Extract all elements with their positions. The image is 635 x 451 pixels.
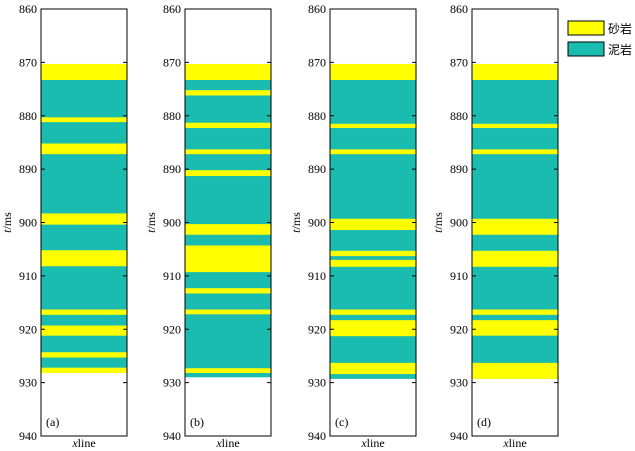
y-axis-title: t/ms bbox=[0, 212, 14, 233]
y-tick-label: 940 bbox=[19, 429, 37, 443]
y-tick-label: 920 bbox=[163, 322, 181, 336]
y-tick-label: 910 bbox=[308, 269, 326, 283]
sandstone-layer bbox=[472, 320, 558, 336]
panel-1: 860 870 880 890 900 910 920 930 940 t/ms xline (a) bbox=[0, 2, 128, 450]
y-tick-label: 880 bbox=[308, 109, 326, 123]
sandstone-layer bbox=[185, 90, 271, 96]
y-tick-label: 870 bbox=[308, 55, 326, 69]
sandstone-layer bbox=[330, 123, 416, 129]
sandstone-layer bbox=[185, 245, 271, 273]
panel-label: (a) bbox=[46, 415, 59, 429]
y-tick-label: 930 bbox=[450, 376, 468, 390]
x-axis-title: xline bbox=[71, 436, 95, 450]
sandstone-layer bbox=[472, 149, 558, 155]
y-tick-label: 890 bbox=[450, 162, 468, 176]
legend-label-sand: 砂岩 bbox=[608, 21, 632, 36]
sandstone-layer bbox=[41, 63, 127, 80]
y-tick-label: 930 bbox=[163, 376, 181, 390]
panel-2: 860 870 880 890 900 910 920 930 940 t/ms xline (b) bbox=[144, 2, 272, 450]
y-tick-label: 870 bbox=[19, 55, 37, 69]
y-tick-label: 910 bbox=[450, 269, 468, 283]
y-tick-label: 860 bbox=[19, 2, 37, 16]
y-tick-label: 930 bbox=[308, 376, 326, 390]
sandstone-layer bbox=[185, 149, 271, 155]
sandstone-layer bbox=[185, 288, 271, 294]
sandstone-layer bbox=[472, 250, 558, 267]
y-tick-label: 930 bbox=[19, 376, 37, 390]
sandstone-layer bbox=[185, 170, 271, 177]
y-axis-title: t/ms bbox=[289, 212, 303, 233]
sandstone-layer bbox=[41, 250, 127, 267]
y-tick-label: 860 bbox=[308, 2, 326, 16]
sandstone-layer bbox=[330, 63, 416, 80]
y-tick-label: 880 bbox=[19, 109, 37, 123]
legend-swatch-mud bbox=[567, 41, 605, 57]
sandstone-layer bbox=[41, 117, 127, 123]
panel-4: 860 870 880 890 900 910 920 930 940 t/ms xline (d) bbox=[431, 2, 559, 450]
y-tick-label: 900 bbox=[450, 216, 468, 230]
sandstone-layer bbox=[41, 367, 127, 374]
sandstone-layer bbox=[330, 250, 416, 257]
y-tick-label: 910 bbox=[163, 269, 181, 283]
y-tick-label: 890 bbox=[19, 162, 37, 176]
y-tick-label: 940 bbox=[450, 429, 468, 443]
y-tick-label: 920 bbox=[19, 322, 37, 336]
panel-label: (b) bbox=[190, 415, 204, 429]
y-tick-label: 910 bbox=[19, 269, 37, 283]
sandstone-layer bbox=[330, 149, 416, 155]
sandstone-layer bbox=[41, 352, 127, 358]
sandstone-layer bbox=[330, 259, 416, 267]
sandstone-layer bbox=[185, 122, 271, 129]
legend-swatch-sand bbox=[567, 20, 605, 36]
sandstone-layer bbox=[330, 320, 416, 337]
y-tick-label: 900 bbox=[308, 216, 326, 230]
sandstone-layer bbox=[41, 213, 127, 225]
y-tick-label: 890 bbox=[308, 162, 326, 176]
y-tick-label: 860 bbox=[450, 2, 468, 16]
y-tick-label: 940 bbox=[163, 429, 181, 443]
y-tick-label: 880 bbox=[163, 109, 181, 123]
sandstone-layer bbox=[41, 325, 127, 336]
sandstone-layer bbox=[472, 309, 558, 315]
panel-label: (d) bbox=[477, 415, 491, 429]
y-tick-label: 920 bbox=[450, 322, 468, 336]
y-tick-label: 870 bbox=[163, 55, 181, 69]
x-axis-title: xline bbox=[502, 436, 526, 450]
y-axis-title: t/ms bbox=[431, 212, 445, 233]
sandstone-layer bbox=[330, 309, 416, 315]
sandstone-layer bbox=[185, 368, 271, 374]
y-tick-label: 900 bbox=[19, 216, 37, 230]
mudstone-column bbox=[185, 63, 271, 378]
legend: 砂岩 泥岩 bbox=[567, 20, 632, 57]
y-tick-label: 940 bbox=[308, 429, 326, 443]
x-axis-title: xline bbox=[215, 436, 239, 450]
panels-layer: 860870880890900910920930940t/msxline(a)8… bbox=[0, 2, 559, 450]
sandstone-layer bbox=[472, 63, 558, 80]
legend-label-mud: 泥岩 bbox=[608, 42, 632, 57]
y-tick-label: 860 bbox=[163, 2, 181, 16]
sandstone-layer bbox=[472, 362, 558, 379]
panel-3: 860 870 880 890 900 910 920 930 940 t/ms xline (c) bbox=[289, 2, 417, 450]
sandstone-layer bbox=[185, 309, 271, 315]
sandstone-layer bbox=[330, 362, 416, 375]
y-tick-label: 920 bbox=[308, 322, 326, 336]
sandstone-layer bbox=[185, 63, 271, 80]
sandstone-layer bbox=[41, 143, 127, 155]
panel-label: (c) bbox=[335, 415, 348, 429]
sandstone-layer bbox=[472, 218, 558, 235]
y-axis-title: t/ms bbox=[144, 212, 158, 233]
x-axis-title: xline bbox=[360, 436, 384, 450]
y-tick-label: 890 bbox=[163, 162, 181, 176]
y-tick-label: 900 bbox=[163, 216, 181, 230]
y-tick-label: 870 bbox=[450, 55, 468, 69]
sandstone-layer bbox=[472, 123, 558, 129]
sandstone-layer bbox=[330, 218, 416, 230]
sandstone-layer bbox=[41, 309, 127, 315]
sandstone-layer bbox=[185, 224, 271, 235]
y-tick-label: 880 bbox=[450, 109, 468, 123]
